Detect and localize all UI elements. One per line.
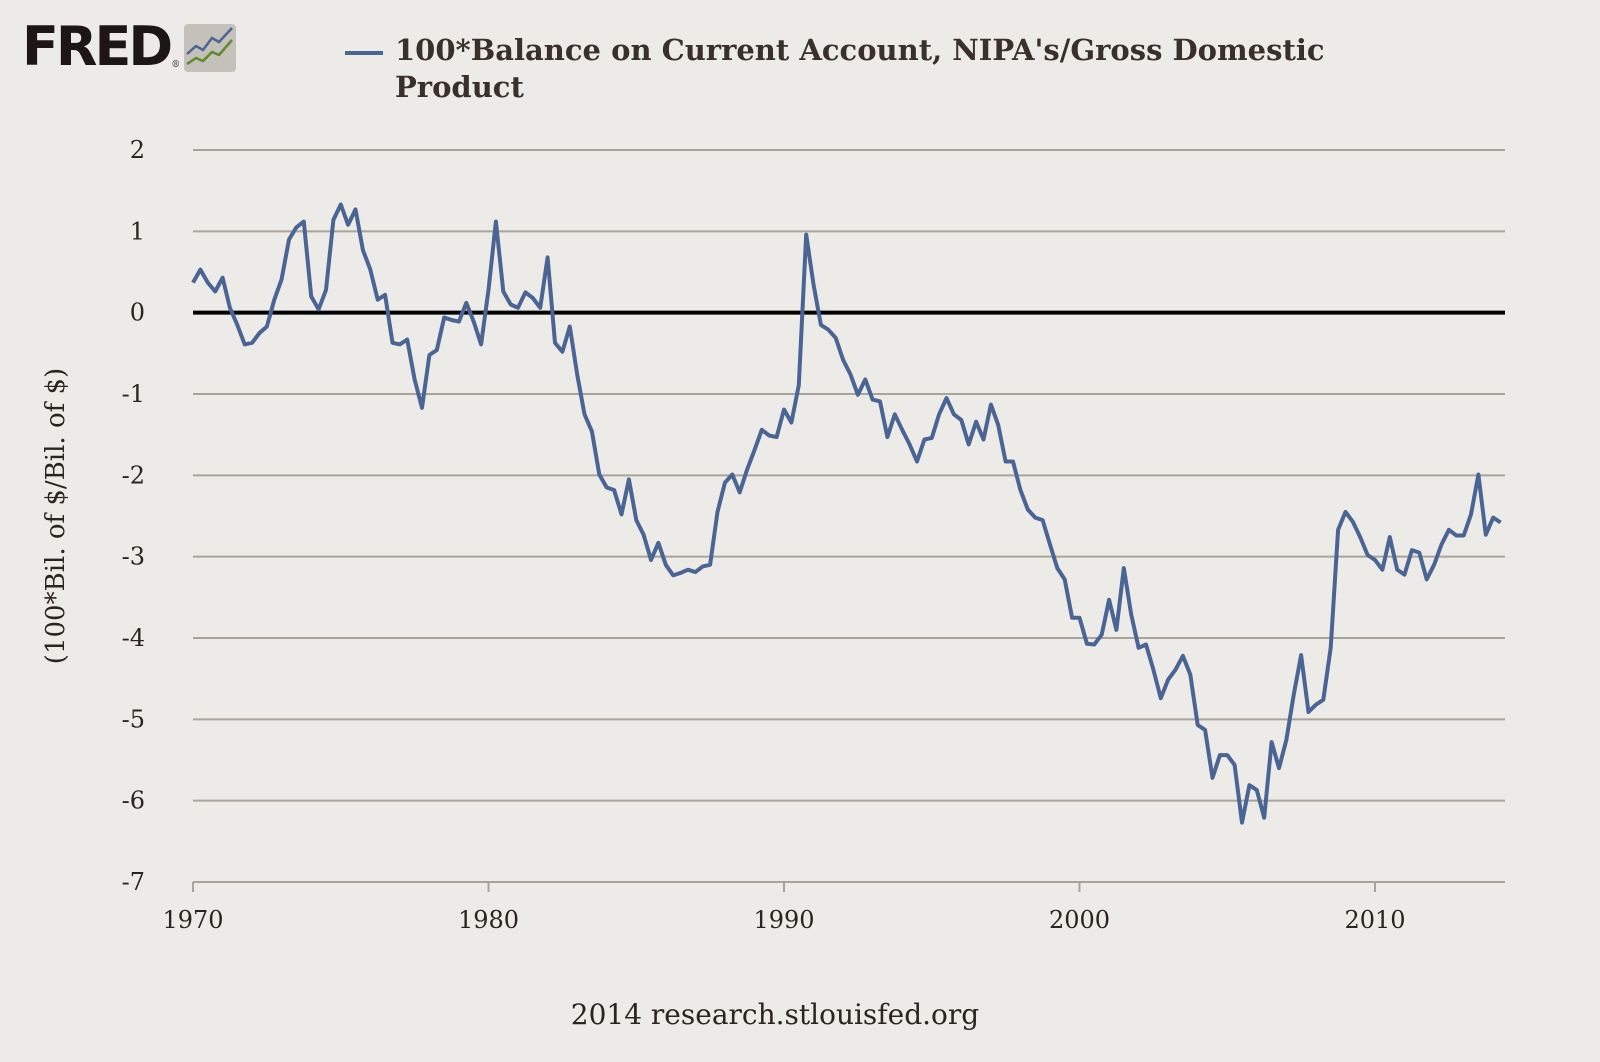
chart-logo-icon	[184, 24, 237, 72]
y-tick-label: 0	[130, 299, 145, 327]
legend: 100*Balance on Current Account, NIPA's/G…	[345, 32, 1395, 106]
y-tick-label: 1	[130, 217, 145, 245]
y-axis-label: (100*Bil. of $/Bil. of $)	[41, 368, 71, 664]
x-tick-label: 1990	[753, 906, 814, 934]
y-tick-label: -6	[122, 787, 145, 815]
x-tick-label: 2000	[1049, 906, 1110, 934]
y-tick-label: 2	[130, 136, 145, 164]
y-tick-label: -1	[122, 380, 145, 408]
legend-swatch	[345, 51, 383, 55]
y-tick-label: -5	[122, 705, 145, 733]
y-tick-label: -4	[122, 624, 145, 652]
x-tick-label: 1970	[162, 906, 223, 934]
fred-logo: FRED ®	[22, 15, 237, 78]
x-tick-label: 1980	[458, 906, 519, 934]
x-tick-label: 2010	[1344, 906, 1405, 934]
legend-label: 100*Balance on Current Account, NIPA's/G…	[395, 33, 1325, 104]
logo-text: FRED	[22, 15, 173, 78]
y-tick-label: -2	[122, 461, 145, 489]
y-tick-label: -3	[122, 543, 145, 571]
footer-source: 2014 research.stlouisfed.org	[570, 998, 980, 1031]
series-line	[191, 202, 1502, 825]
registered-mark: ®	[171, 60, 181, 70]
y-tick-label: -7	[122, 868, 145, 896]
